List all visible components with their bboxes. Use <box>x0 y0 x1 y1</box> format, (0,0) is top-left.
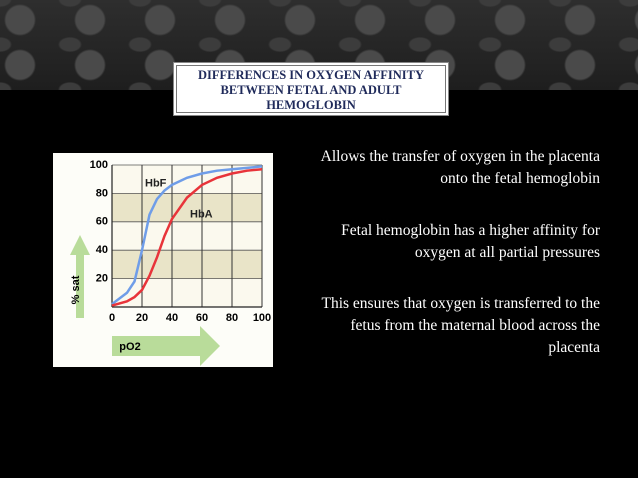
x-tick-label: 80 <box>226 312 238 324</box>
x-tick-label: 100 <box>253 312 271 324</box>
series-label: HbA <box>190 209 213 221</box>
bullet: Fetal hemoglobin has a higher affinity f… <box>341 222 600 261</box>
y-tick-label: 100 <box>90 159 108 171</box>
line-series <box>111 168 263 307</box>
x-tick-label: 20 <box>136 312 148 324</box>
x-tick-label: 40 <box>166 312 178 324</box>
y-axis-label: % sat <box>70 275 82 304</box>
y-tick-label: 40 <box>96 244 108 256</box>
bullet: Allows the transfer of oxygen in the pla… <box>320 148 600 187</box>
line-series <box>111 165 263 306</box>
up-arrow <box>70 235 90 318</box>
series-label: HbF <box>145 177 167 189</box>
grid-band <box>112 221 262 251</box>
grid-band <box>112 250 262 279</box>
bullet: This ensures that oxygen is transferred … <box>321 295 601 356</box>
x-axis-label: pO2 <box>119 341 140 353</box>
grid-band <box>112 278 262 307</box>
slide-title: DIFFERENCES IN OXYGEN AFFINITY BETWEEN F… <box>173 62 449 116</box>
right-arrow <box>112 326 220 366</box>
y-tick-label: 20 <box>96 273 108 285</box>
x-tick-label: 0 <box>109 312 115 324</box>
x-tick-label: 60 <box>196 312 208 324</box>
y-tick-label: 60 <box>96 216 108 228</box>
y-tick-label: 80 <box>96 187 108 199</box>
